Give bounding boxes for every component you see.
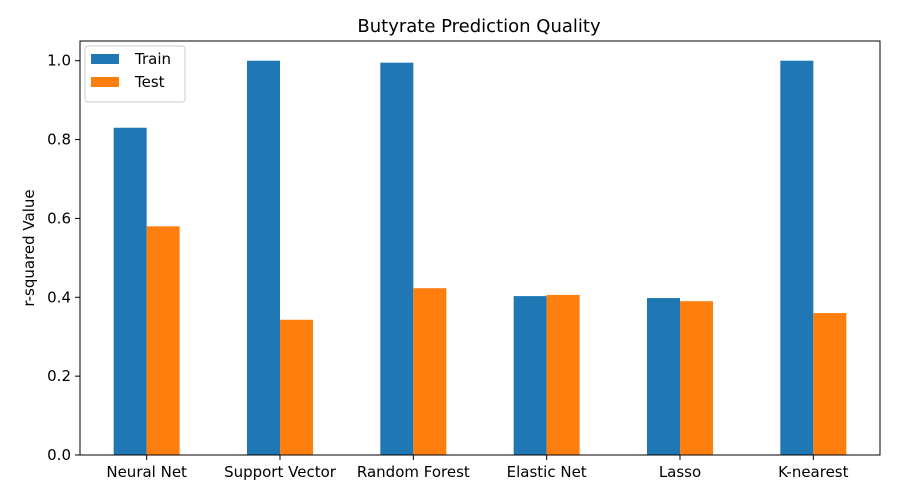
y-tick-label: 1.0 xyxy=(47,52,71,70)
legend-swatch-train xyxy=(91,54,119,64)
x-tick-label: Elastic Net xyxy=(507,463,587,481)
y-axis-label: r-squared Value xyxy=(20,189,38,306)
x-tick-label: K-nearest xyxy=(778,463,848,481)
y-tick-label: 0.2 xyxy=(47,367,71,385)
bar-train xyxy=(647,298,680,455)
y-tick-label: 0.8 xyxy=(47,131,71,149)
legend-label-test: Test xyxy=(134,73,165,91)
y-tick-label: 0.4 xyxy=(47,288,71,306)
legend-swatch-test xyxy=(91,77,119,87)
legend-label-train: Train xyxy=(134,50,171,68)
x-tick-label: Support Vector xyxy=(224,463,337,481)
bar-train xyxy=(380,62,414,455)
bar-test xyxy=(680,301,713,455)
chart-title: Butyrate Prediction Quality xyxy=(357,16,601,37)
bar-train xyxy=(113,127,147,455)
x-tick-label: Lasso xyxy=(659,463,701,481)
bar-test xyxy=(280,319,313,455)
bar-test xyxy=(413,288,447,455)
legend: Train Test xyxy=(84,45,186,103)
y-tick-label: 0.6 xyxy=(47,209,71,227)
x-tick-label: Random Forest xyxy=(357,463,470,481)
bar-test xyxy=(813,313,847,455)
bar-test xyxy=(546,294,580,455)
bar-train xyxy=(247,60,280,455)
plot-area: 0.0 0.2 0.4 0.6 0.8 1.0 Neural Net Support Vect… xyxy=(47,52,848,481)
bar-test xyxy=(146,226,180,455)
x-tick-label: Neural Net xyxy=(106,463,187,481)
plot-frame xyxy=(79,40,881,456)
y-tick-label: 0.0 xyxy=(47,446,71,464)
bar-train xyxy=(513,296,547,455)
bar-train xyxy=(780,60,814,455)
